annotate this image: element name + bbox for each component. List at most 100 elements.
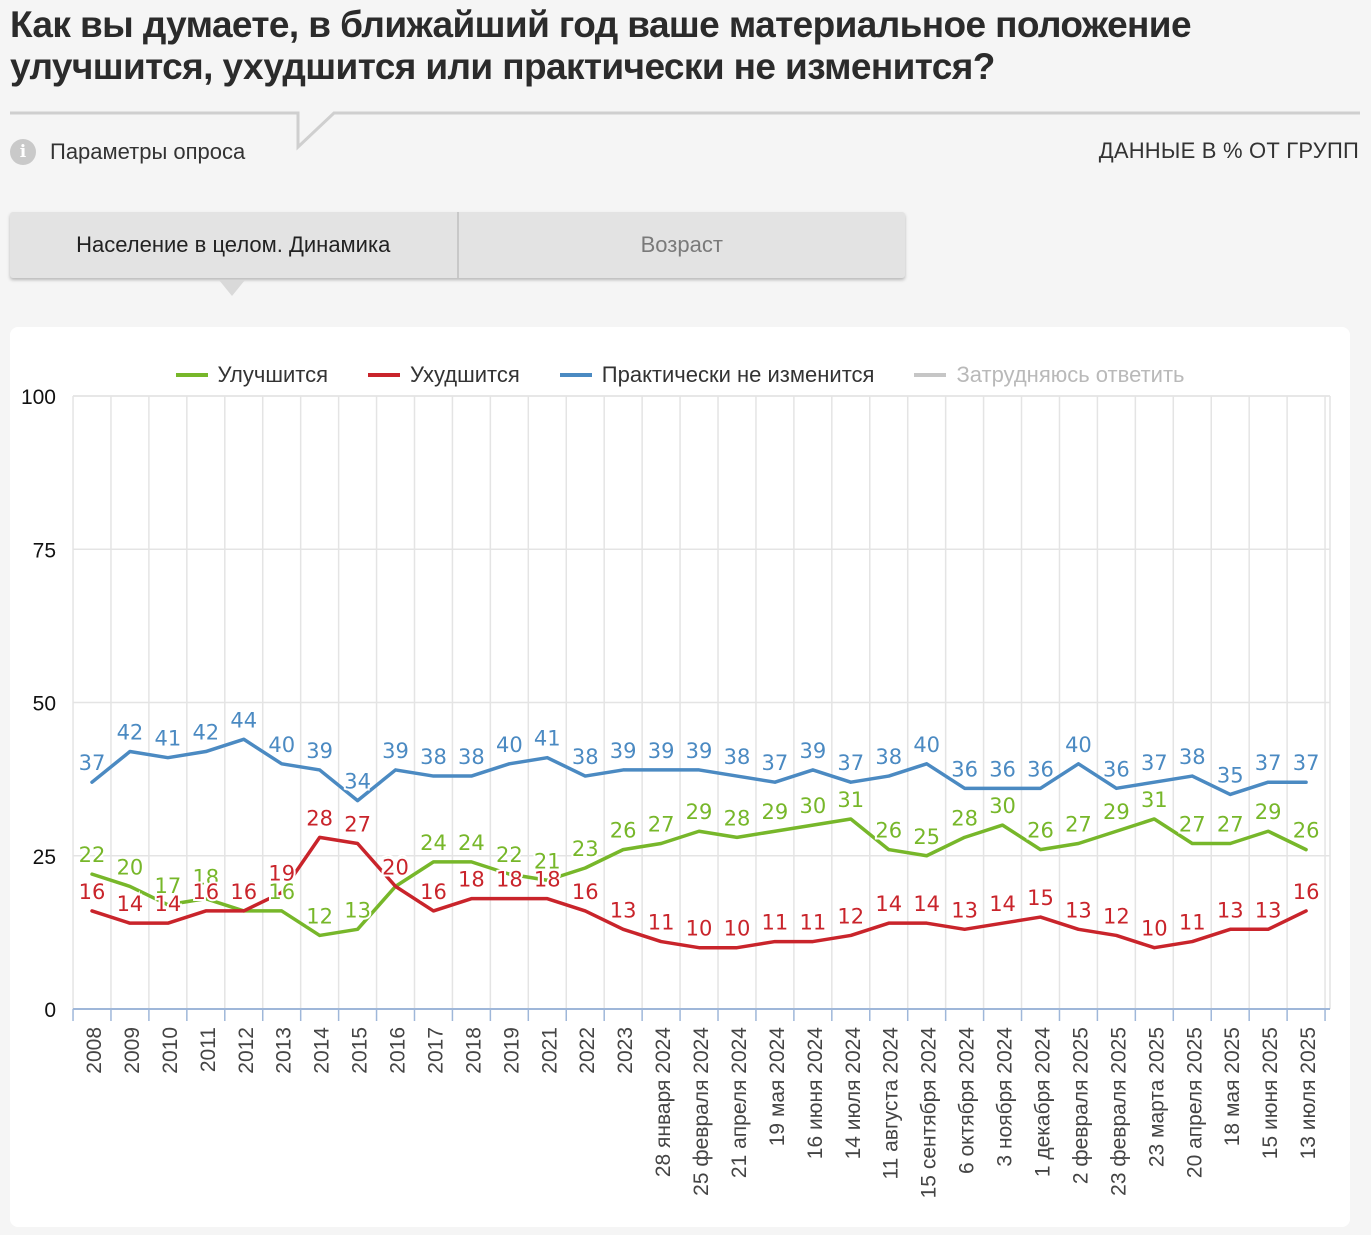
survey-params-link[interactable]: i Параметры опроса	[10, 138, 245, 166]
active-tab-pointer	[219, 280, 245, 296]
x-tick-label: 11 августа 2024	[880, 1027, 903, 1180]
data-label-worsen: 10	[724, 917, 751, 941]
data-label-no-change: 38	[420, 745, 447, 769]
x-tick-label: 19 мая 2024	[766, 1027, 789, 1147]
data-label-improve: 23	[572, 837, 599, 861]
legend-label-worsen: Ухудшится	[410, 362, 520, 387]
x-tick-label: 2012	[235, 1027, 258, 1074]
data-label-improve: 31	[1141, 788, 1168, 812]
data-label-improve: 27	[1179, 812, 1206, 836]
data-label-no-change: 37	[1293, 751, 1320, 775]
x-tick-label: 2 февраля 2025	[1069, 1027, 1092, 1184]
data-label-improve: 26	[1293, 819, 1320, 843]
x-tick-label: 18 мая 2025	[1221, 1027, 1244, 1146]
data-label-worsen: 11	[799, 911, 826, 935]
x-tick-label: 13 июля 2025	[1297, 1027, 1320, 1159]
data-label-improve: 18	[192, 866, 219, 890]
legend-label-no-change: Практически не изменится	[601, 362, 875, 387]
x-tick-label: 6 октября 2024	[956, 1027, 979, 1174]
data-label-improve: 30	[989, 794, 1016, 818]
data-label-improve: 24	[458, 831, 485, 855]
x-tick-label: 2022	[576, 1027, 599, 1074]
data-label-worsen: 16	[230, 880, 257, 904]
data-label-no-change: 37	[1141, 751, 1168, 775]
data-label-worsen: 28	[306, 806, 333, 830]
data-label-no-change: 39	[610, 739, 637, 763]
x-tick-label: 14 июля 2024	[842, 1027, 865, 1160]
data-label-no-change: 39	[306, 739, 333, 763]
x-tick-label: 3 ноября 2024	[994, 1027, 1017, 1167]
data-label-no-change: 38	[724, 745, 751, 769]
data-label-worsen: 19	[268, 862, 295, 886]
x-tick-label: 2013	[273, 1027, 296, 1074]
legend-item-worsen[interactable]: Ухудшится	[368, 360, 520, 390]
x-tick-label: 25 февраля 2024	[690, 1027, 713, 1196]
data-label-improve: 26	[1027, 819, 1054, 843]
data-label-worsen: 13	[1217, 898, 1244, 922]
data-label-worsen: 15	[1027, 886, 1054, 910]
data-label-worsen: 10	[1141, 917, 1168, 941]
y-tick-label: 100	[21, 386, 56, 409]
tab-population-dynamics[interactable]: Население в целом. Динамика	[76, 232, 391, 257]
data-label-improve: 30	[799, 794, 826, 818]
data-label-no-change: 36	[1027, 757, 1054, 781]
x-tick-label: 2014	[311, 1027, 334, 1074]
legend-label-hard-to-say: Затрудняюсь ответить	[956, 362, 1185, 387]
data-label-worsen: 11	[648, 911, 675, 935]
survey-params-label: Параметры опроса	[50, 139, 246, 164]
data-label-no-change: 39	[799, 739, 826, 763]
chart-legend: Улучшится Ухудшится Практически не измен…	[10, 360, 1350, 390]
data-label-no-change: 42	[192, 721, 219, 745]
data-label-no-change: 38	[1179, 745, 1206, 769]
data-label-improve: 20	[117, 855, 144, 879]
data-label-worsen: 10	[686, 917, 713, 941]
y-tick-label: 0	[44, 999, 56, 1022]
data-label-no-change: 40	[496, 733, 523, 757]
legend-item-no-change[interactable]: Практически не изменится	[559, 360, 875, 390]
x-tick-label: 2023	[614, 1027, 637, 1074]
data-label-worsen: 11	[1179, 911, 1206, 935]
data-label-no-change: 39	[686, 739, 713, 763]
data-label-improve: 29	[1103, 800, 1130, 824]
x-tick-label: 2008	[83, 1027, 106, 1074]
data-label-improve: 22	[79, 843, 106, 867]
data-label-improve: 27	[1065, 812, 1092, 836]
data-label-no-change: 36	[951, 757, 978, 781]
data-label-no-change: 39	[382, 739, 409, 763]
data-label-no-change: 36	[989, 757, 1016, 781]
legend-label-improve: Улучшится	[217, 362, 328, 387]
data-label-worsen: 11	[762, 911, 789, 935]
data-label-improve: 27	[1217, 812, 1244, 836]
x-tick-label: 23 марта 2025	[1145, 1027, 1168, 1167]
legend-swatch-no-change	[559, 373, 592, 377]
tab-bar: Население в целом. Динамика Возраст	[10, 212, 905, 278]
x-tick-label: 2009	[121, 1027, 144, 1074]
data-label-improve: 13	[344, 898, 371, 922]
legend-item-hard-to-say[interactable]: Затрудняюсь ответить	[914, 360, 1184, 390]
tab-age[interactable]: Возраст	[456, 212, 906, 278]
data-label-worsen: 14	[117, 892, 144, 916]
data-label-worsen: 13	[1255, 898, 1282, 922]
data-label-worsen: 14	[875, 892, 902, 916]
x-tick-label: 2015	[349, 1027, 372, 1074]
data-label-worsen: 27	[344, 812, 371, 836]
data-label-worsen: 13	[610, 898, 637, 922]
legend-item-improve[interactable]: Улучшится	[175, 360, 328, 390]
y-tick-label: 75	[33, 539, 56, 562]
data-label-improve: 24	[420, 831, 447, 855]
series-line-no-change	[90, 737, 1308, 803]
series-line-improve	[90, 817, 1308, 938]
data-label-worsen: 16	[79, 880, 106, 904]
data-label-no-change: 38	[458, 745, 485, 769]
data-label-worsen: 18	[458, 868, 485, 892]
x-tick-label: 2016	[387, 1027, 410, 1074]
data-label-improve: 25	[913, 825, 940, 849]
data-label-worsen: 16	[420, 880, 447, 904]
data-label-no-change: 41	[155, 727, 182, 751]
data-label-no-change: 40	[1065, 733, 1092, 757]
page-title: Как вы думаете, в ближайший год ваше мат…	[10, 4, 1192, 87]
x-tick-label: 2018	[462, 1027, 485, 1074]
data-label-improve: 16	[268, 880, 295, 904]
data-label-no-change: 35	[1217, 763, 1244, 787]
